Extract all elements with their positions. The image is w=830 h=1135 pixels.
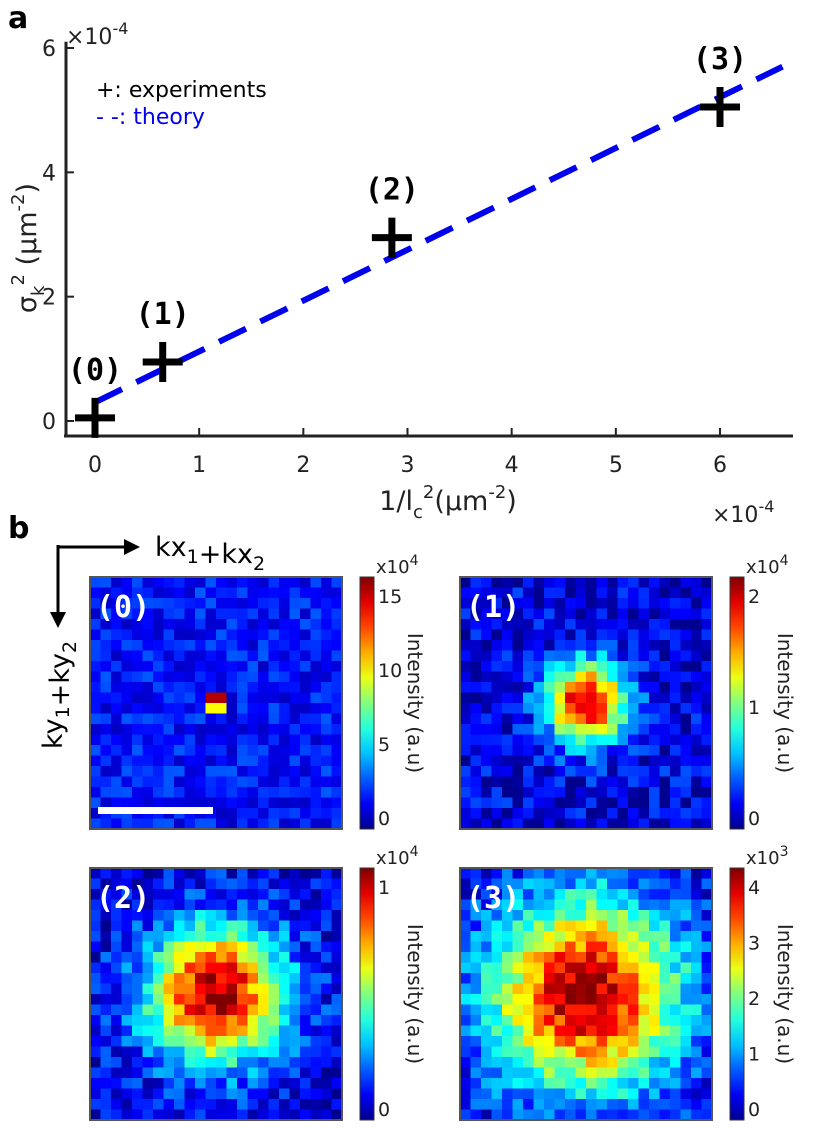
map-label: (2) xyxy=(96,881,150,916)
colorbar-tick: 2 xyxy=(748,586,760,608)
colorbar-tick: 4 xyxy=(748,877,760,899)
y-exponent: ×10-4 xyxy=(66,19,128,50)
x-tick-label: 6 xyxy=(713,453,727,478)
colorbar-title: Intensity (a.u) xyxy=(773,924,797,1064)
experiment-marker xyxy=(371,217,412,258)
map-label: (1) xyxy=(466,590,520,625)
experiment-marker xyxy=(75,397,115,438)
k-axes-indicator: kx1+kx2 ky1+ky2 xyxy=(38,532,265,749)
colorbar-exponent: x104 xyxy=(376,553,419,578)
point-label: (3) xyxy=(693,42,747,77)
experiment-marker xyxy=(142,341,183,382)
y-tick-label: 0 xyxy=(42,410,56,435)
map-label: (3) xyxy=(466,881,520,916)
kx-arrowhead-icon xyxy=(124,539,140,555)
scatter-plot: 0 2 4 6 0 1 2 3 4 5 6 (0) (1) (2) (3) xyxy=(42,37,793,478)
y-axis-title: σk2 (μm-2) xyxy=(8,183,49,313)
colorbar xyxy=(359,576,375,830)
y-tick-label: 4 xyxy=(42,161,56,186)
x-tick-label: 5 xyxy=(609,453,623,478)
colorbar-tick: 15 xyxy=(378,586,402,608)
intensity-map-panel: (1) 2 1 0 x104 Intensity (a.u) xyxy=(459,553,797,830)
kx-label: kx1+kx2 xyxy=(155,532,265,575)
panel-b-label: b xyxy=(8,511,29,546)
colorbar-tick: 10 xyxy=(378,660,402,682)
x-exponent: ×10-4 xyxy=(712,497,774,528)
colorbar-tick: 0 xyxy=(748,1099,760,1121)
scale-bar xyxy=(98,807,213,814)
colorbar xyxy=(729,576,745,830)
x-tick-label: 4 xyxy=(505,453,519,478)
colorbar-tick: 1 xyxy=(748,1044,760,1066)
colorbar-exponent: x103 xyxy=(746,844,788,869)
map-label: (0) xyxy=(96,590,150,625)
colorbar-tick: 0 xyxy=(748,808,760,830)
colorbar xyxy=(359,867,375,1121)
intensity-map-panel: (0) 15 10 5 0 x104 Intensity (a.u) xyxy=(89,553,427,830)
x-tick-label: 0 xyxy=(88,453,102,478)
colorbar-title: Intensity (a.u) xyxy=(773,633,797,773)
point-label: (0) xyxy=(68,353,122,388)
colorbar-tick: 2 xyxy=(748,988,760,1010)
colorbar-tick: 0 xyxy=(378,808,390,830)
legend-experiments: +: experiments xyxy=(96,78,267,103)
point-label: (2) xyxy=(365,173,419,208)
x-tick-label: 3 xyxy=(401,453,415,478)
point-label: (1) xyxy=(136,297,190,332)
colorbar-tick: 1 xyxy=(378,877,390,899)
y-axis-ticks: 0 2 4 6 xyxy=(42,37,74,435)
intensity-map-panel: (2) 1 0 x104 Intensity (a.u) xyxy=(89,844,427,1121)
theory-line xyxy=(93,63,784,406)
map-frame xyxy=(89,576,343,830)
colorbar-tick: 3 xyxy=(748,933,760,955)
colorbar-tick: 1 xyxy=(748,697,760,719)
y-tick-label: 2 xyxy=(42,286,56,311)
colorbar-exponent: x104 xyxy=(376,844,419,869)
map-frame xyxy=(459,867,713,1121)
experiment-marker xyxy=(700,87,740,128)
x-tick-label: 1 xyxy=(192,453,206,478)
colorbar-tick: 5 xyxy=(378,734,390,756)
x-tick-label: 2 xyxy=(296,453,310,478)
colorbar-tick: 0 xyxy=(378,1099,390,1121)
intensity-map-panel: (3) 4 3 2 1 0 x103 Intensity (a.u) xyxy=(459,844,797,1121)
ky-label: ky1+ky2 xyxy=(38,641,81,749)
map-frame xyxy=(459,576,713,830)
map-frame xyxy=(89,867,343,1121)
colorbar-title: Intensity (a.u) xyxy=(403,924,427,1064)
x-axis-title: 1/lc2(μm-2) xyxy=(379,482,517,523)
legend-theory: - -: theory xyxy=(96,105,205,130)
ky-arrowhead-icon xyxy=(50,612,66,628)
panel-a-label: a xyxy=(8,1,28,36)
y-tick-label: 6 xyxy=(42,37,56,62)
legend: +: experiments - -: theory xyxy=(96,78,267,130)
colorbar xyxy=(729,867,745,1121)
colorbar-exponent: x104 xyxy=(746,553,789,578)
experiment-markers: (0) (1) (2) (3) xyxy=(68,42,747,438)
colorbar-title: Intensity (a.u) xyxy=(403,633,427,773)
